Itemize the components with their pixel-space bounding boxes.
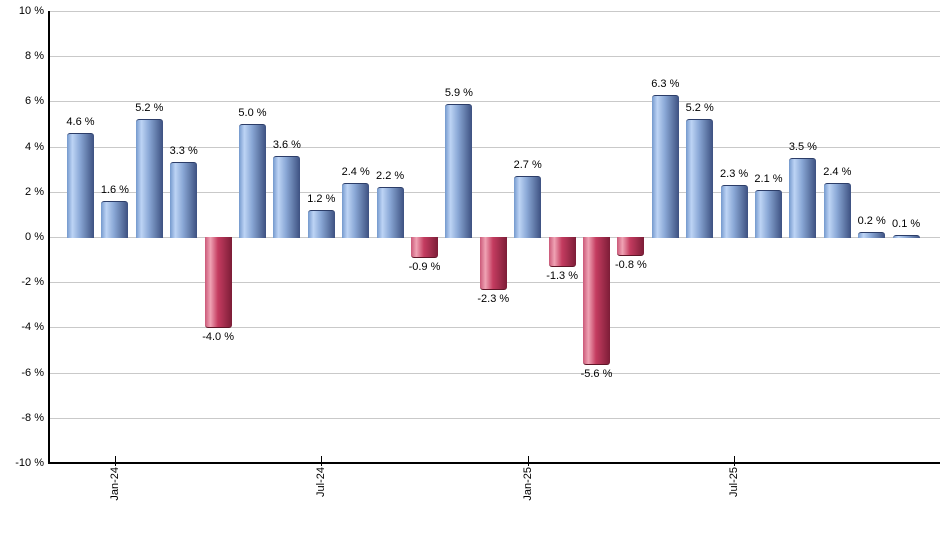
x-tick-label: Jul-25	[728, 467, 741, 497]
bar	[548, 237, 576, 268]
y-axis-line	[48, 11, 50, 464]
bar	[651, 94, 679, 238]
bar-value-label: 2.7 %	[513, 158, 542, 171]
gridline	[50, 417, 940, 419]
bar-value-label: 3.5 %	[788, 140, 817, 153]
bar	[858, 232, 886, 238]
gridline	[50, 372, 940, 374]
bar-value-label: 6.3 %	[651, 77, 680, 90]
bar-value-label: -2.3 %	[477, 292, 510, 305]
x-tick-mark	[734, 456, 736, 466]
bar-value-label: 2.3 %	[720, 168, 749, 181]
x-tick-label: Jan-25	[521, 467, 534, 501]
bar	[67, 133, 94, 238]
bar-value-label: 5.9 %	[444, 86, 473, 99]
y-tick-label: 0 %	[25, 231, 44, 243]
bar	[720, 185, 748, 238]
x-tick-label: Jul-24	[315, 467, 328, 497]
x-tick-mark	[321, 456, 323, 466]
bar-value-label: 2.2 %	[376, 170, 405, 183]
bar	[273, 155, 301, 238]
gridline	[50, 327, 940, 329]
bar	[823, 182, 851, 238]
bar-value-label: -0.8 %	[614, 259, 647, 272]
bar	[342, 182, 370, 238]
bar-value-label: -1.3 %	[546, 270, 578, 283]
bar-value-label: 2.4 %	[341, 165, 370, 178]
bar-value-label: 0.2 %	[857, 215, 886, 228]
y-tick-label: 8 %	[25, 50, 44, 63]
bar-value-label: 4.6 %	[66, 116, 95, 129]
gridline	[50, 191, 940, 193]
x-tick-mark	[114, 456, 116, 466]
y-tick-label: 10 %	[18, 5, 44, 17]
y-tick-label: 2 %	[25, 185, 44, 198]
bar-value-label: 0.1 %	[892, 217, 921, 230]
bar	[583, 237, 610, 365]
bar	[204, 237, 232, 329]
bar	[479, 237, 507, 290]
bar	[376, 187, 404, 238]
bar-value-label: 5.2 %	[685, 102, 714, 115]
gridline	[50, 146, 940, 148]
bar-value-label: 5.0 %	[238, 107, 267, 119]
bar	[445, 103, 473, 238]
bar-value-label: -0.9 %	[408, 261, 441, 274]
y-tick-label: 6 %	[25, 95, 44, 108]
y-tick-label: -4 %	[21, 321, 44, 334]
bar	[617, 237, 645, 257]
gridline	[50, 101, 940, 103]
bar-value-label: 3.3 %	[169, 145, 198, 158]
y-tick-label: -2 %	[21, 276, 44, 289]
bar-value-label: -4.0 %	[202, 331, 234, 344]
bar	[514, 175, 542, 238]
bar-value-label: -5.6 %	[580, 367, 613, 380]
bar	[135, 119, 163, 238]
bar-value-label: 3.6 %	[272, 138, 301, 151]
x-axis-line	[48, 462, 940, 464]
y-tick-label: -6 %	[21, 366, 44, 379]
bar	[307, 209, 335, 238]
bar-value-label: 2.1 %	[754, 172, 783, 185]
gridline	[50, 56, 940, 58]
bar	[170, 162, 198, 238]
bar	[892, 234, 920, 238]
bar	[101, 200, 129, 238]
bar	[755, 189, 782, 238]
y-tick-label: 4 %	[25, 140, 44, 153]
bar-value-label: 5.2 %	[135, 102, 164, 115]
bar	[789, 157, 817, 238]
bar	[239, 124, 266, 238]
y-tick-label: -10 %	[15, 457, 44, 469]
bar-value-label: 1.6 %	[100, 183, 129, 196]
bar-value-label: 2.4 %	[823, 165, 852, 178]
bar	[686, 119, 714, 238]
x-tick-mark	[527, 456, 529, 466]
y-tick-label: -8 %	[21, 411, 44, 424]
x-tick-label: Jan-24	[108, 467, 121, 501]
bar-value-label: 1.2 %	[307, 192, 336, 205]
bar	[411, 237, 438, 259]
gridline	[50, 11, 940, 12]
